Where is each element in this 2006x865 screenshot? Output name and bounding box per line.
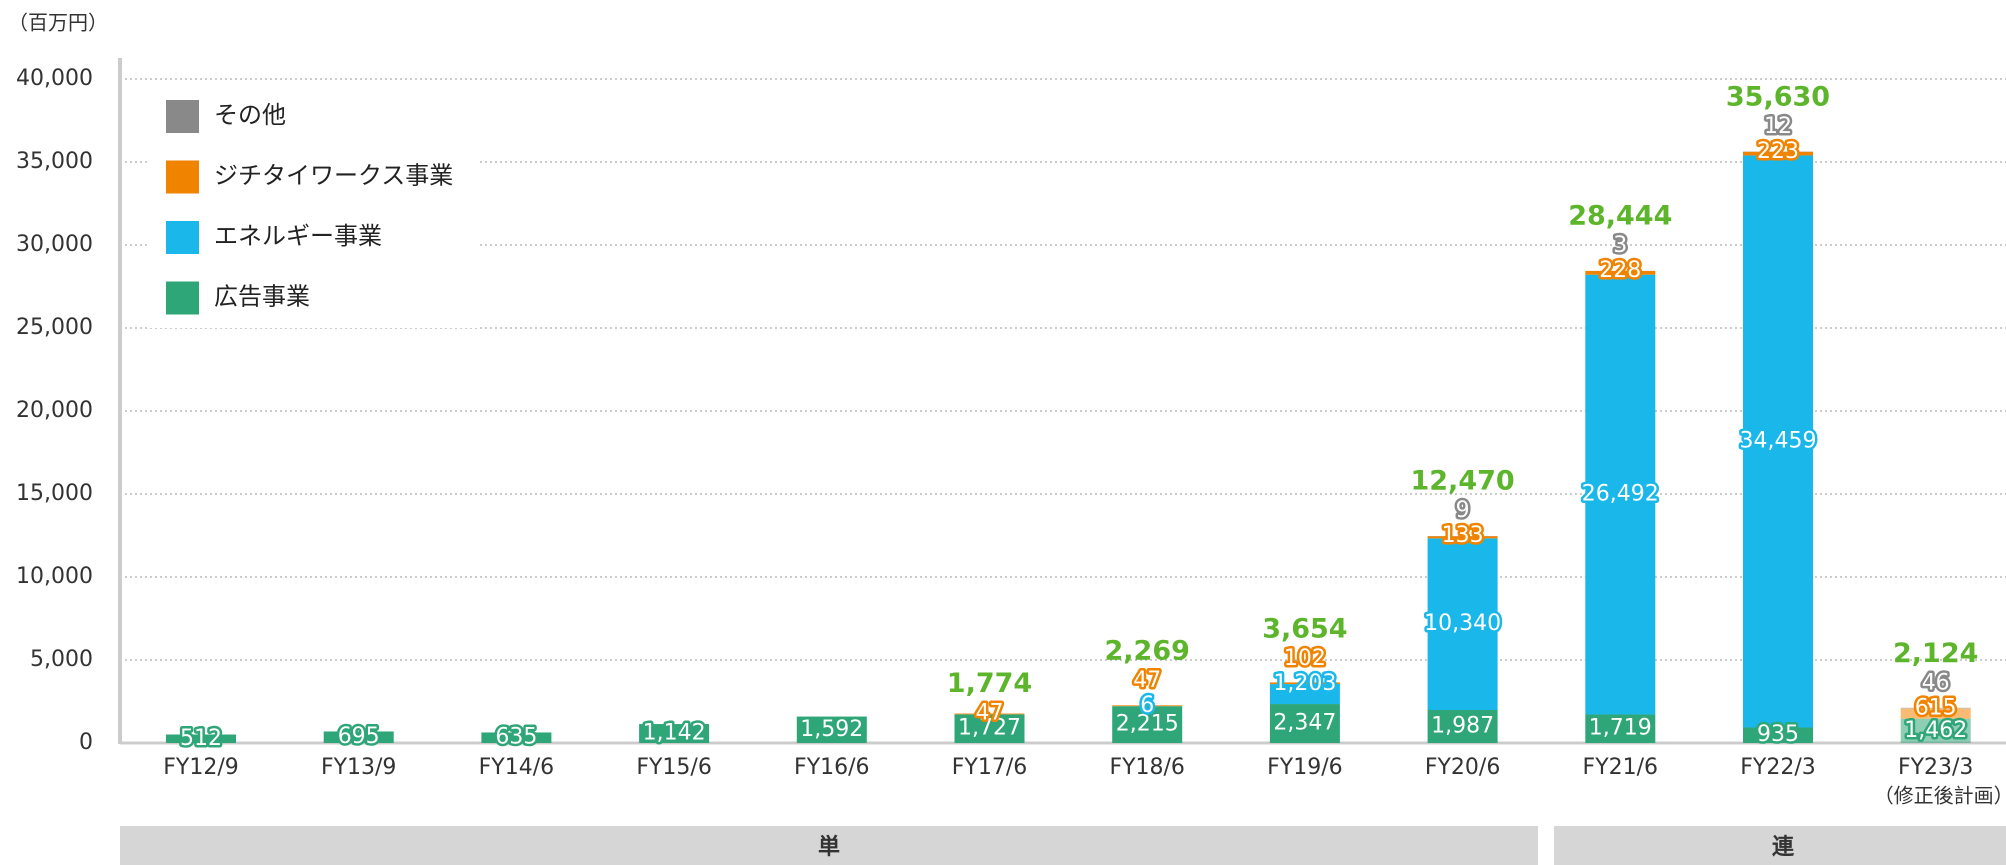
total-label: 2,269: [1104, 636, 1189, 667]
bar-segment: [1900, 707, 1971, 709]
value-label: 26,492: [1582, 482, 1659, 507]
y-tick-label: 5,000: [30, 647, 93, 672]
bar-segment: [1427, 538, 1498, 711]
total-label: 2,124: [1893, 638, 1978, 669]
bar-segment: [1585, 270, 1656, 275]
total-label: 1,774: [947, 668, 1032, 699]
value-label: 133: [1442, 523, 1484, 548]
value-label: 47: [976, 701, 1004, 726]
bar-segment: [1112, 706, 1183, 743]
x-tick-label: FY13/9: [321, 755, 397, 780]
x-tick-label: FY17/6: [952, 755, 1028, 780]
value-label: 615: [1915, 696, 1957, 721]
value-label: 635: [495, 725, 537, 750]
value-label: 1,719: [1589, 716, 1652, 741]
group-band: [1554, 826, 2006, 865]
x-tick-label: FY16/6: [794, 755, 870, 780]
legend-label: その他: [214, 101, 286, 129]
value-label: 223: [1757, 139, 1799, 164]
bar-segment: [1269, 684, 1340, 705]
value-label: 1,203: [1273, 671, 1336, 696]
x-tick-label: FY22/3: [1740, 755, 1816, 780]
value-label: 1,727: [958, 716, 1021, 741]
bar-segment: [954, 713, 1025, 715]
x-tick-label: FY20/6: [1425, 755, 1501, 780]
x-tick-label: FY21/6: [1583, 755, 1659, 780]
legend-swatch: [166, 160, 199, 194]
value-label: 102: [1284, 646, 1326, 671]
bar-segment: [954, 714, 1025, 743]
bar-segment: [1112, 705, 1183, 707]
y-tick-label: 20,000: [16, 398, 93, 423]
y-tick-label: 15,000: [16, 481, 93, 506]
bar-segment: [1427, 536, 1498, 539]
y-tick-label: 30,000: [16, 232, 93, 257]
y-tick-label: 25,000: [16, 315, 93, 340]
y-tick-label: 10,000: [16, 564, 93, 589]
legend-background: [150, 88, 480, 328]
x-tick-label: FY18/6: [1109, 755, 1185, 780]
unit-label: （百万円）: [8, 11, 108, 35]
value-label: 47: [1133, 668, 1161, 693]
value-label: 512: [180, 726, 222, 751]
value-label: 935: [1757, 722, 1799, 747]
x-tick-label: FY14/6: [479, 755, 555, 780]
bar-segment: [323, 731, 394, 743]
bar-segment: [1269, 682, 1340, 685]
bar-segment: [639, 724, 710, 743]
value-label: 1,987: [1431, 714, 1494, 739]
bar-segment: [1269, 704, 1340, 743]
total-label: 12,470: [1410, 466, 1514, 497]
value-label: 12: [1764, 114, 1792, 139]
value-label: 2,347: [1273, 711, 1336, 736]
value-label: 34,459: [1740, 428, 1817, 453]
legend-label: エネルギー事業: [214, 222, 382, 250]
bar-segment: [481, 732, 552, 743]
value-label: 6: [1140, 693, 1154, 718]
bar-segment: [1743, 727, 1813, 743]
total-label: 28,444: [1568, 200, 1672, 231]
bar-segment: [1743, 155, 1813, 728]
total-label: 35,630: [1726, 81, 1830, 112]
value-label: 9: [1456, 498, 1470, 523]
value-label: 1,142: [643, 721, 706, 746]
group-label: 単: [818, 834, 840, 860]
group-band: [120, 826, 1538, 865]
value-label: 1,592: [800, 717, 863, 742]
value-label: 2,215: [1116, 712, 1179, 737]
value-label: 695: [338, 724, 380, 749]
legend-swatch: [166, 221, 199, 254]
bar-segment: [166, 734, 236, 743]
value-label: 228: [1599, 258, 1641, 283]
category-note: （修正後計画）: [1874, 784, 2006, 808]
bar-segment: [1900, 708, 1971, 719]
value-label: 3: [1613, 233, 1627, 258]
value-label: 46: [1922, 671, 1950, 696]
legend-swatch: [166, 281, 199, 315]
y-tick-label: 40,000: [16, 66, 93, 91]
x-tick-label: FY15/6: [636, 755, 712, 780]
total-label: 3,654: [1262, 614, 1347, 645]
bar-segment: [1427, 710, 1498, 743]
bar-segment: [796, 716, 867, 743]
x-tick-label: FY23/3: [1898, 755, 1974, 780]
value-label: 1,462: [1904, 718, 1967, 743]
legend-label: 広告事業: [214, 283, 310, 311]
y-tick-label: 0: [79, 730, 93, 755]
bar-segment: [1585, 274, 1656, 715]
bar-segment: [1900, 718, 1971, 743]
value-label: 10,340: [1424, 611, 1501, 636]
x-tick-label: FY12/9: [163, 755, 239, 780]
bar-segment: [1585, 714, 1656, 743]
x-tick-label: FY19/6: [1267, 755, 1343, 780]
bar-segment: [1743, 151, 1813, 156]
legend-label: ジチタイワークス事業: [214, 162, 453, 190]
legend-swatch: [166, 100, 199, 133]
group-label: 連: [1772, 835, 1795, 860]
y-tick-label: 35,000: [16, 149, 93, 174]
